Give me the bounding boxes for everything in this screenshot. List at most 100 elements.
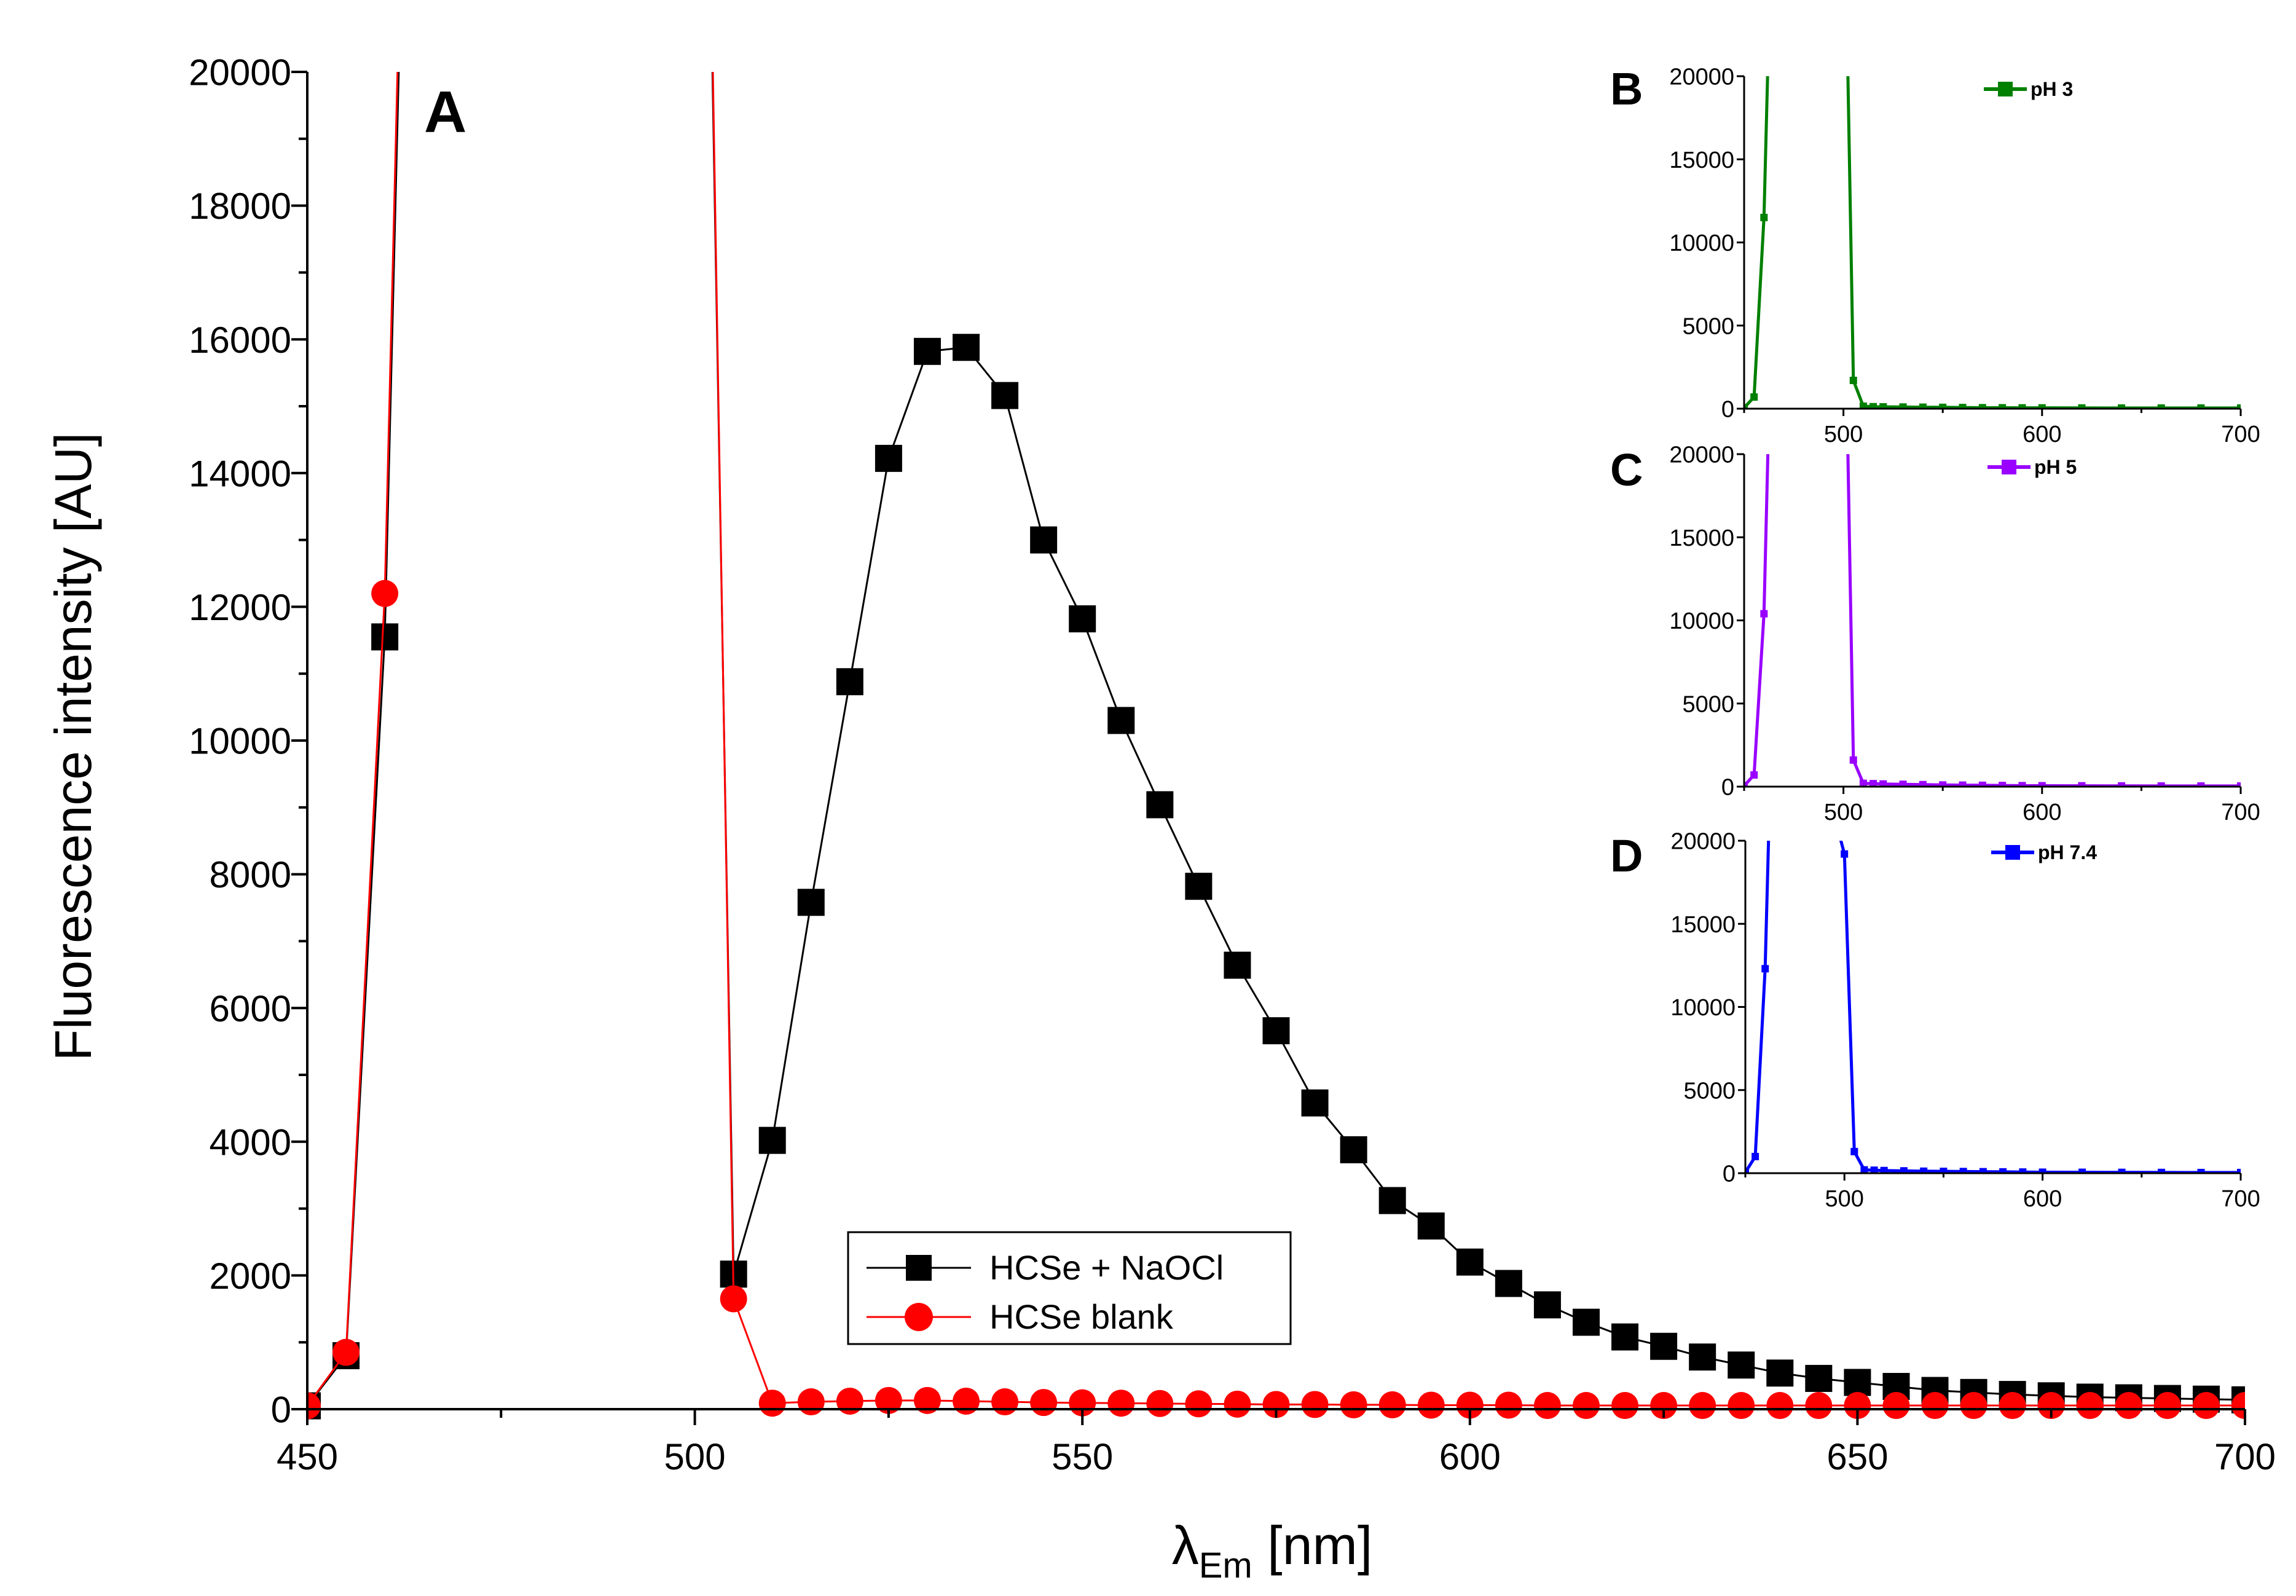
panel-a-data-point	[1224, 951, 1251, 979]
panel-a-data-point	[1262, 1391, 1290, 1418]
panel-b-series-line-0	[1744, 76, 2241, 409]
panel-d-x-tick-label: 600	[2023, 1186, 2062, 1212]
panel-b-y-tick-label: 10000	[1669, 230, 1734, 256]
panel-a-data-point	[1844, 1369, 1871, 1396]
panel-b-data-point	[1939, 403, 1947, 409]
panel-a-data-point	[1456, 1248, 1484, 1276]
panel-a-data-point	[1533, 1291, 1561, 1319]
panel-d-x-tick-label: 700	[2221, 1186, 2260, 1212]
panel-d-data-point	[1999, 1168, 2007, 1173]
panel-a-data-point	[913, 337, 941, 365]
panel-d-data-point	[1940, 1168, 1948, 1173]
panel-a-data-point	[1805, 1364, 1833, 1392]
panel-a-data-point	[836, 668, 863, 696]
panel-c-data-point	[1859, 779, 1867, 787]
panel-d-label: D	[1610, 830, 1643, 881]
panel-b-label: B	[1610, 63, 1643, 114]
panel-d-data-point	[1771, 588, 1779, 595]
panel-a-data-point	[2115, 1392, 2142, 1420]
panel-d-data-point	[2078, 1168, 2086, 1173]
panel-d-y-tick-label: 0	[1723, 1162, 1736, 1187]
panel-a-data-point	[1728, 1351, 1755, 1379]
panel-c-data-point	[2237, 782, 2241, 787]
panel-a-y-tick-label: 2000	[210, 1256, 291, 1297]
panel-a-data-point	[797, 1388, 825, 1416]
panel-a-data-point	[991, 1388, 1019, 1416]
legend-d-label: pH 7.4	[2038, 841, 2097, 863]
panel-a-y-tick-label: 20000	[189, 52, 291, 93]
panel-a-data-point	[1882, 1392, 1910, 1420]
panel-d-data-point	[1745, 1168, 1749, 1173]
panel-d-data-point	[1761, 965, 1769, 973]
panel-a-data-point	[1340, 1391, 1367, 1418]
panel-a-data-point	[1960, 1392, 1987, 1420]
panel-b: 500 600 700 0 5000 10000 15000 20000 B pH 3	[1610, 63, 2260, 447]
panel-d-y-tick-label: 5000	[1683, 1078, 1736, 1104]
panel-a-y-tick-label: 6000	[210, 988, 291, 1029]
panel-a-data-point	[1185, 1390, 1213, 1418]
panel-d-data-point	[1920, 1167, 1928, 1173]
panel-a-x-tick-label: 500	[664, 1436, 726, 1477]
panel-d-data-point	[2237, 1168, 2241, 1173]
panel-a-data-point	[307, 1392, 321, 1420]
panel-d-data-point	[1979, 1168, 1987, 1173]
panel-d-data-point	[1900, 1167, 1908, 1173]
panel-a-data-point	[1224, 1390, 1251, 1418]
panel-a-data-point	[1417, 1212, 1445, 1240]
panel-a-data-point	[1301, 1089, 1329, 1117]
legend-b: pH 3	[1984, 78, 2073, 100]
panel-b-data-point	[2157, 404, 2165, 409]
legend: HCSe + NaOCl HCSe blank	[847, 1231, 1292, 1345]
panel-d-data-point	[1880, 1166, 1888, 1173]
panel-c-data-point	[1840, 201, 1847, 208]
panel-c-data-point	[1760, 610, 1768, 618]
panel-a-data-point	[1069, 605, 1096, 632]
legend-c: pH 5	[1987, 456, 2077, 478]
panel-a-data-point	[1572, 1308, 1600, 1336]
panel-d-data-point	[1860, 1166, 1868, 1173]
panel-d-y-tick-label: 10000	[1670, 995, 1736, 1021]
panel-c-y-tick-label: 5000	[1682, 691, 1734, 717]
panel-a-data-point	[1146, 791, 1174, 819]
panel-a-data-point	[1572, 1392, 1600, 1420]
panel-b-data-point	[2237, 404, 2241, 409]
panel-c-label: C	[1610, 444, 1643, 495]
panel-d-series-line-0	[1745, 841, 2241, 1173]
panel-b-data-point	[1999, 404, 2007, 409]
panel-c-data-point	[2078, 782, 2086, 787]
legend-b-label: pH 3	[2031, 78, 2073, 100]
panel-a-data-point	[371, 623, 399, 651]
legend-d: pH 7.4	[1991, 841, 2097, 863]
legend-label-1: HCSe blank	[989, 1297, 1174, 1336]
panel-a-data-point	[1301, 1391, 1329, 1418]
panel-c-data-point	[1744, 782, 1748, 787]
panel-a-data-point	[371, 580, 399, 607]
panel-b-data-point	[1919, 403, 1927, 409]
panel-a-series-line-1	[307, 72, 2245, 1407]
panel-a-data-point	[1689, 1392, 1716, 1420]
panel-a-data-point	[1728, 1392, 1755, 1420]
panel-d-y-tick-label: 20000	[1670, 829, 1736, 855]
panel-a-x-tick-label: 450	[277, 1436, 338, 1477]
panel-b-data-point	[2038, 404, 2046, 409]
panel-a-y-tick-label: 14000	[189, 453, 291, 494]
panel-b-y-tick-label: 5000	[1682, 313, 1734, 339]
panel-a-data-point	[1844, 1392, 1871, 1420]
panel-a-data-point	[953, 334, 980, 361]
panel-a-y-tick-label: 12000	[189, 587, 291, 628]
panel-a-data-point	[1766, 1359, 1794, 1387]
panel-a-y-tick-label: 18000	[189, 186, 291, 227]
panel-a-data-point	[1378, 1391, 1406, 1418]
panel-a-y-tick-label: 0	[271, 1390, 291, 1431]
panel-a-label: A	[424, 79, 466, 145]
panel-b-y-tick-label: 20000	[1669, 65, 1734, 90]
panel-b-data-point	[2197, 404, 2205, 409]
panel-b-data-point	[1849, 377, 1857, 385]
panel-a-data-point	[875, 444, 902, 472]
panel-d-data-point	[2118, 1168, 2126, 1173]
panel-a-data-point	[1107, 1390, 1135, 1417]
panel-a-x-tick-label: 650	[1826, 1436, 1888, 1477]
panel-a-data-point	[1999, 1392, 2026, 1420]
panel-a-data-point	[875, 1386, 902, 1414]
panel-a-data-point	[758, 1390, 786, 1417]
